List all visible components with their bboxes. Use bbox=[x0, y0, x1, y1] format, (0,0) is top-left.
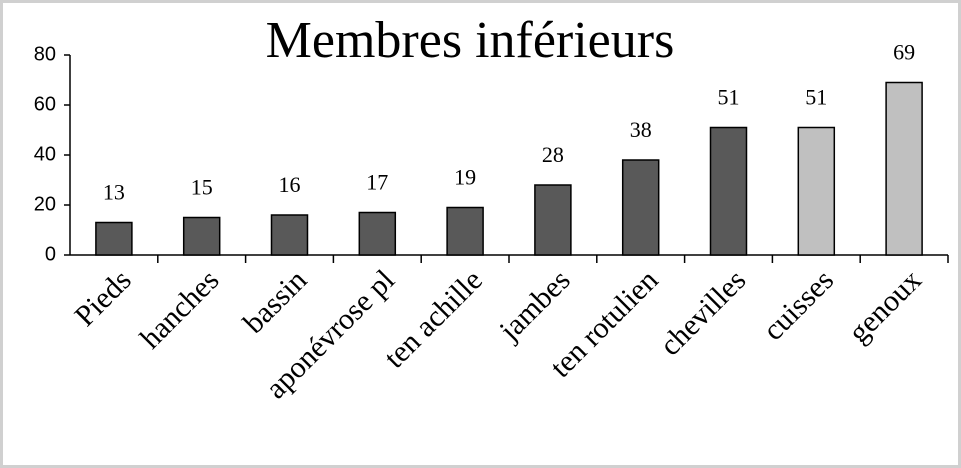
bar bbox=[797, 126, 836, 256]
bar bbox=[446, 206, 484, 256]
data-label: 16 bbox=[279, 172, 301, 197]
bar bbox=[182, 216, 221, 256]
bar bbox=[95, 221, 133, 256]
data-label: 51 bbox=[718, 85, 740, 110]
y-tick-label: 20 bbox=[34, 193, 56, 215]
bar bbox=[534, 184, 572, 256]
y-tick-label: 40 bbox=[34, 143, 56, 165]
data-label: 69 bbox=[893, 40, 915, 65]
y-tick-label: 80 bbox=[34, 43, 56, 65]
bar bbox=[709, 126, 748, 256]
y-tick-label: 0 bbox=[45, 243, 56, 265]
bar bbox=[621, 159, 660, 256]
bar bbox=[270, 214, 309, 256]
data-label: 15 bbox=[191, 175, 213, 200]
chart-title: Membres inférieurs bbox=[266, 12, 675, 69]
data-label: 38 bbox=[630, 117, 652, 142]
data-label: 19 bbox=[454, 165, 476, 190]
bar bbox=[358, 211, 397, 256]
data-label: 28 bbox=[542, 142, 564, 167]
data-label: 51 bbox=[805, 85, 827, 110]
data-label: 17 bbox=[366, 170, 388, 195]
bar bbox=[885, 81, 923, 256]
data-label: 13 bbox=[103, 180, 125, 205]
y-tick-label: 60 bbox=[34, 93, 56, 115]
